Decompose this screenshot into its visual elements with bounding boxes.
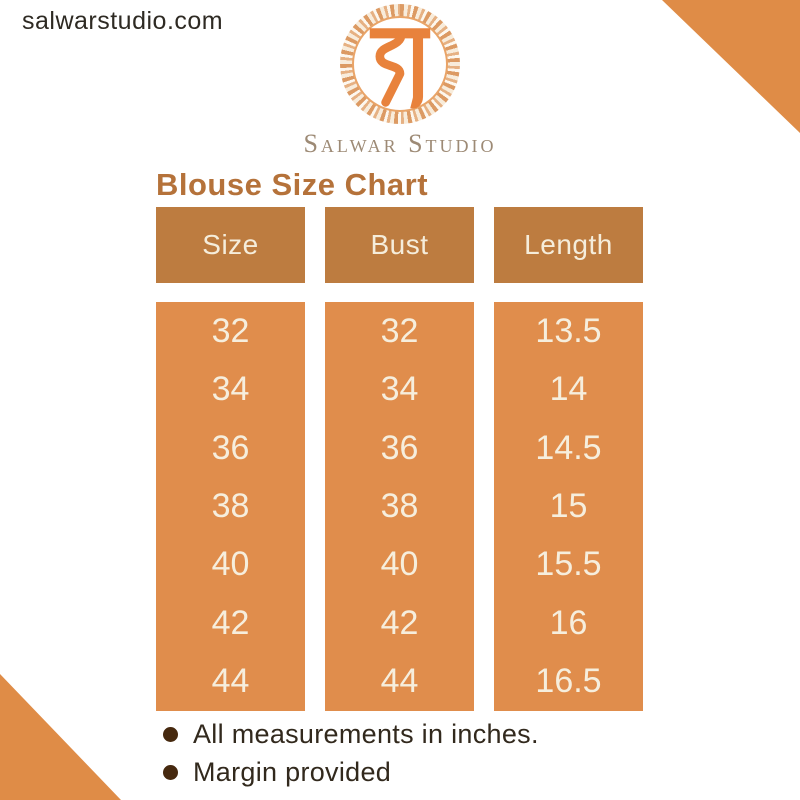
table-cell: 15 [549,486,588,525]
table-cell: 15.5 [535,545,602,584]
table-cell: 38 [380,486,419,525]
website-url: salwarstudio.com [22,7,224,35]
bullet-icon [163,727,178,742]
table-cell: 16 [549,603,588,642]
table-cell: 36 [211,428,250,467]
column-length: Length 13.5 14 14.5 15 15.5 16 16.5 [494,207,643,711]
table-cell: 44 [380,662,419,701]
note-text: All measurements in inches. [193,719,539,749]
note-item: Margin provided [163,757,539,788]
table-cell: 16.5 [535,662,602,701]
column-body-size: 32 34 36 38 40 42 44 [156,302,305,711]
column-size: Size 32 34 36 38 40 42 44 [156,207,305,711]
bullet-icon [163,765,178,780]
column-header-bust: Bust [325,207,474,283]
table-cell: 36 [380,428,419,467]
table-cell: 44 [211,662,250,701]
table-cell: 40 [211,545,250,584]
note-text: Margin provided [193,757,392,787]
table-cell: 13.5 [535,311,602,350]
table-cell: 42 [380,603,419,642]
table-cell: 34 [211,370,250,409]
corner-triangle-top-right [662,0,800,133]
table-cell: 40 [380,545,419,584]
table-cell: 34 [380,370,419,409]
page-title: Blouse Size Chart [156,167,429,202]
column-bust: Bust 32 34 36 38 40 42 44 [325,207,474,711]
note-item: All measurements in inches. [163,719,539,750]
table-cell: 38 [211,486,250,525]
column-header-size: Size [156,207,305,283]
table-cell: 32 [380,311,419,350]
column-body-bust: 32 34 36 38 40 42 44 [325,302,474,711]
table-cell: 14 [549,370,588,409]
table-cell: 42 [211,603,250,642]
notes-list: All measurements in inches. Margin provid… [163,719,539,795]
devanagari-sa-icon [369,28,431,109]
table-cell: 32 [211,311,250,350]
column-header-length: Length [494,207,643,283]
table-cell: 14.5 [535,428,602,467]
brand-name: Salwar Studio [303,129,497,158]
size-chart-table: Size 32 34 36 38 40 42 44 Bust 32 34 36 38 40 42 44 Leng… [156,207,643,711]
column-body-length: 13.5 14 14.5 15 15.5 16 16.5 [494,302,643,711]
corner-triangle-bottom-left [0,674,121,800]
